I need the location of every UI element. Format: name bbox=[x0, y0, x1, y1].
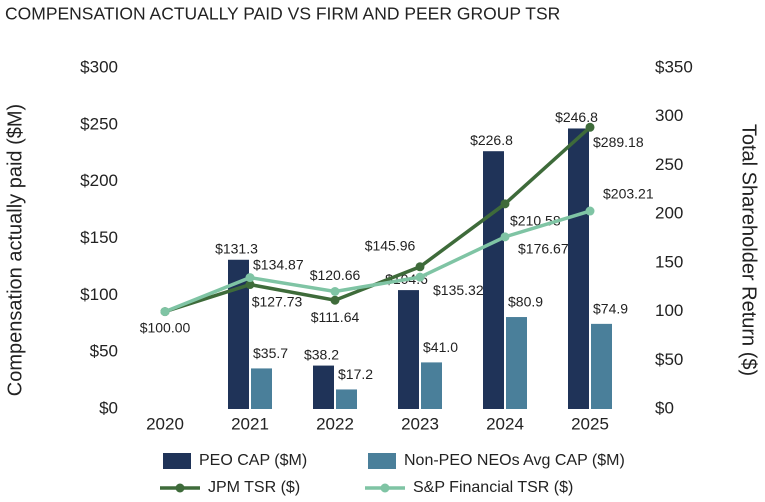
data-label: $41.0 bbox=[423, 339, 458, 355]
data-label: $135.32 bbox=[433, 282, 484, 298]
line-point bbox=[500, 232, 510, 242]
legend-label: PEO CAP ($M) bbox=[199, 452, 307, 469]
bar bbox=[421, 362, 442, 409]
data-label: $134.87 bbox=[253, 256, 304, 272]
y2-tick-label: $0 bbox=[655, 398, 674, 417]
data-label: $120.66 bbox=[310, 267, 361, 283]
bar bbox=[251, 368, 272, 409]
data-label: $246.8 bbox=[555, 109, 598, 125]
line-point bbox=[245, 273, 255, 283]
data-label: $38.2 bbox=[304, 346, 339, 362]
y2-tick-label: 100 bbox=[655, 301, 683, 320]
legend-swatch bbox=[368, 453, 396, 469]
legend-label: Non-PEO NEOs Avg CAP ($M) bbox=[404, 452, 625, 469]
bar bbox=[568, 128, 589, 409]
data-label: $111.64 bbox=[311, 309, 360, 325]
y-tick-label: $300 bbox=[80, 57, 118, 76]
y-axis-title: Compensation actually paid ($M) bbox=[4, 104, 26, 396]
legend-swatch bbox=[163, 453, 191, 469]
legend-label: S&P Financial TSR ($) bbox=[413, 479, 573, 496]
y-tick-label: $50 bbox=[90, 342, 118, 361]
chart-title: COMPENSATION ACTUALLY PAID VS FIRM AND P… bbox=[5, 4, 560, 24]
data-label: $74.9 bbox=[593, 301, 628, 317]
y-tick-label: $200 bbox=[80, 171, 118, 190]
x-tick-label: 2024 bbox=[486, 414, 524, 433]
y-tick-label: $150 bbox=[80, 228, 118, 247]
data-label: $100.00 bbox=[140, 319, 191, 335]
data-label: $203.21 bbox=[603, 186, 654, 202]
bar bbox=[336, 389, 357, 409]
bar bbox=[228, 259, 249, 409]
line bbox=[164, 209, 591, 314]
line-point bbox=[160, 307, 170, 317]
line-point bbox=[330, 295, 340, 305]
bar bbox=[506, 317, 527, 409]
bar bbox=[591, 323, 612, 409]
bar bbox=[398, 290, 419, 409]
y2-tick-label: 150 bbox=[655, 252, 683, 271]
data-label: $289.18 bbox=[593, 134, 644, 150]
data-label: $145.96 bbox=[365, 237, 416, 253]
line-point bbox=[330, 286, 340, 296]
legend-swatch bbox=[380, 483, 390, 493]
bar bbox=[313, 365, 334, 409]
data-label: $131.3 bbox=[215, 240, 258, 256]
line-point bbox=[415, 262, 425, 272]
line-point bbox=[245, 280, 255, 290]
data-label: $176.67 bbox=[518, 241, 569, 257]
y2-tick-label: 250 bbox=[655, 155, 683, 174]
y2-tick-label: 200 bbox=[655, 204, 683, 223]
x-tick-label: 2023 bbox=[401, 414, 439, 433]
bar bbox=[483, 151, 504, 410]
y-tick-label: $0 bbox=[99, 398, 118, 417]
y-tick-label: $100 bbox=[80, 285, 118, 304]
data-label: $35.7 bbox=[253, 345, 288, 361]
line-point bbox=[585, 206, 595, 216]
legend-swatch bbox=[175, 483, 185, 493]
data-label: $127.73 bbox=[252, 293, 303, 309]
y2-tick-label: $50 bbox=[655, 350, 683, 369]
x-tick-label: 2021 bbox=[231, 414, 269, 433]
data-label: $80.9 bbox=[508, 294, 543, 310]
x-tick-label: 2022 bbox=[316, 414, 354, 433]
line-point bbox=[500, 199, 510, 209]
x-tick-label: 2020 bbox=[146, 414, 184, 433]
line-point bbox=[415, 272, 425, 282]
data-label: $226.8 bbox=[470, 132, 513, 148]
data-label: $17.2 bbox=[338, 366, 373, 382]
x-tick-label: 2025 bbox=[571, 414, 609, 433]
y2-tick-label: 300 bbox=[655, 106, 683, 125]
legend-label: JPM TSR ($) bbox=[208, 479, 300, 496]
y2-tick-label: $350 bbox=[655, 57, 693, 76]
line-point bbox=[585, 122, 595, 132]
y-tick-label: $250 bbox=[80, 114, 118, 133]
y2-axis-title: Total Shareholder Return ($) bbox=[738, 124, 760, 376]
